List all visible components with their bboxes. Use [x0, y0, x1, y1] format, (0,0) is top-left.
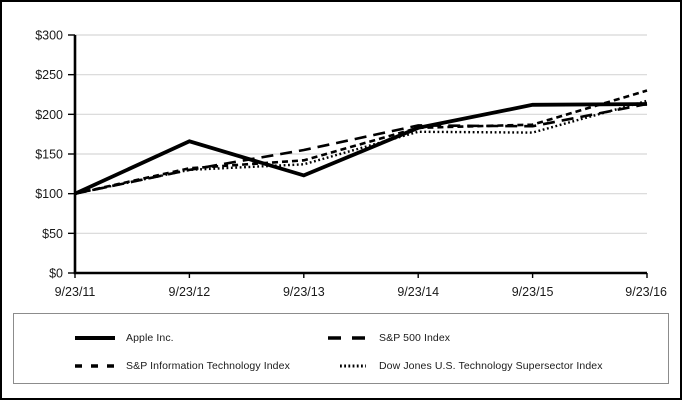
y-tick-label-0: $0 — [49, 267, 63, 281]
legend-label-sp500: S&P 500 Index — [379, 332, 451, 344]
legend-label-sp-it: S&P Information Technology Index — [126, 360, 290, 372]
x-tick-label-2: 9/23/13 — [283, 285, 325, 299]
legend-label-apple: Apple Inc. — [126, 332, 174, 344]
series-line-dash — [74, 89, 648, 195]
x-tick-label-3: 9/23/14 — [397, 285, 439, 299]
y-tick-label-300: $300 — [35, 29, 63, 43]
apple-solid-line-swatch — [75, 336, 115, 340]
y-tick-label-100: $100 — [35, 187, 63, 201]
x-tick-label-0: 9/23/11 — [55, 285, 96, 299]
y-tick-label-50: $50 — [42, 227, 63, 241]
x-tick-label-4: 9/23/15 — [512, 285, 554, 299]
x-tick-label-1: 9/23/12 — [169, 285, 211, 299]
dj-tech-dot-line-swatch — [340, 364, 366, 368]
legend-item-apple: Apple Inc. — [75, 332, 174, 344]
sp500-longdash-line-swatch — [328, 336, 368, 340]
legend-item-sp-it: S&P Information Technology Index — [75, 360, 290, 372]
series-line-solid — [74, 102, 648, 196]
y-tick-label-150: $150 — [35, 148, 63, 162]
legend-item-dj-tech: Dow Jones U.S. Technology Supersector In… — [328, 360, 603, 372]
performance-line-chart: $0 $50 $100 $150 $200 $250 $300 9/23/11 9/23/12 9… — [35, 29, 667, 300]
chart-legend: Apple Inc. S&P 500 Index S&P Information… — [13, 313, 669, 384]
x-tick-label-5: 9/23/16 — [625, 285, 667, 299]
legend-label-dj-tech: Dow Jones U.S. Technology Supersector In… — [379, 360, 603, 372]
sp-it-dash-line-swatch — [75, 364, 115, 368]
y-tick-label-250: $250 — [35, 68, 63, 82]
series-line-dot — [74, 99, 648, 195]
y-tick-label-200: $200 — [35, 108, 63, 122]
legend-item-sp500: S&P 500 Index — [328, 332, 450, 344]
